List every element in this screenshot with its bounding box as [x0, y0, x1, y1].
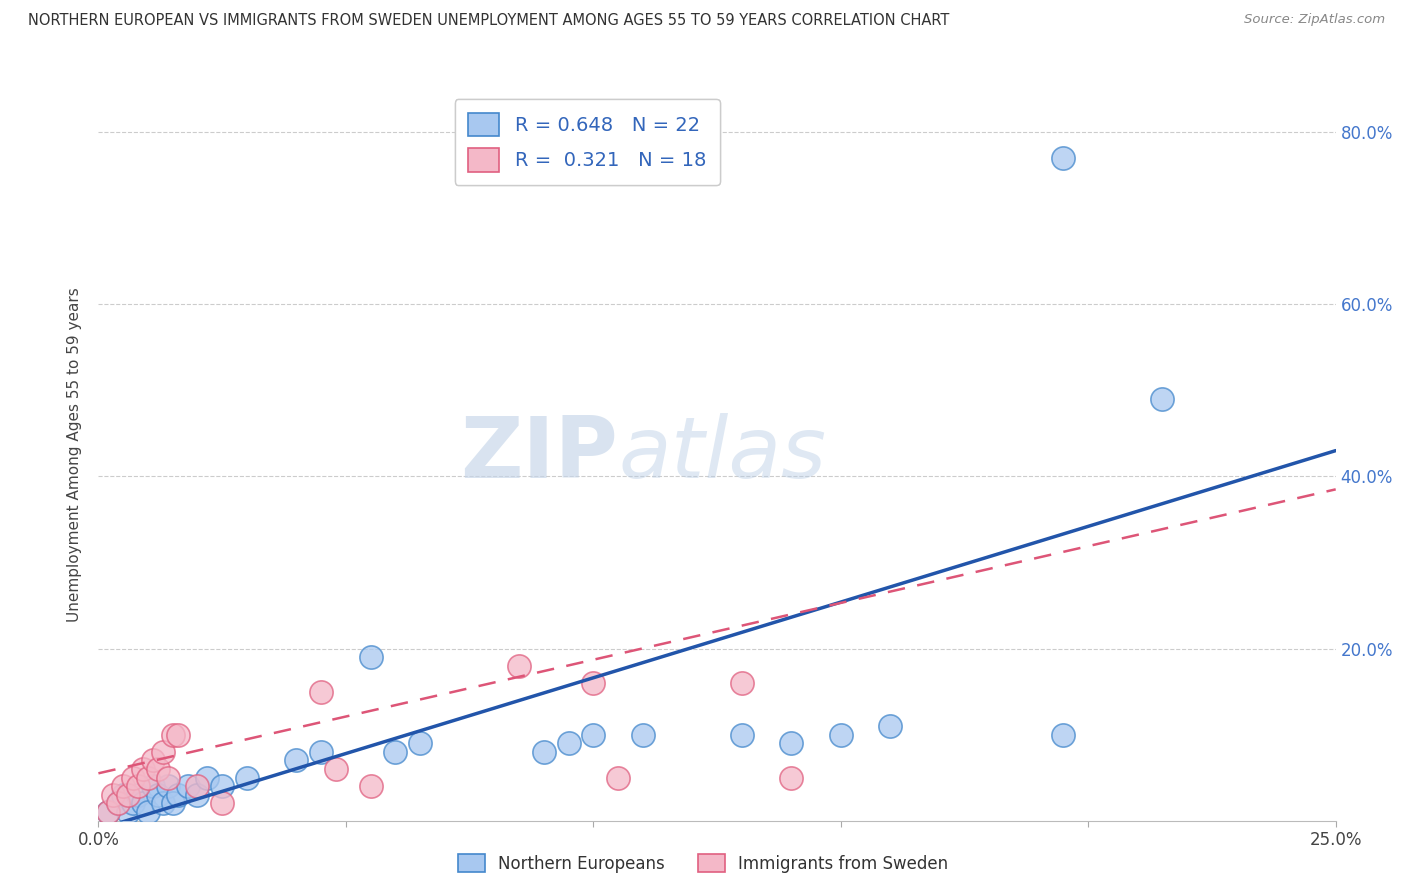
Text: Source: ZipAtlas.com: Source: ZipAtlas.com [1244, 13, 1385, 27]
Point [186, 779, 208, 793]
Point [285, 753, 308, 767]
Point [166, 788, 188, 802]
Point [112, 788, 135, 802]
Point [186, 788, 208, 802]
Point [136, 771, 159, 785]
Legend: R = 0.648   N = 22, R =  0.321   N = 18: R = 0.648 N = 22, R = 0.321 N = 18 [454, 99, 720, 186]
Point [830, 728, 852, 742]
Point [557, 736, 579, 750]
Point [533, 745, 555, 759]
Point [142, 753, 165, 767]
Point [195, 771, 218, 785]
Point [582, 676, 605, 690]
Point [236, 771, 259, 785]
Legend: Northern Europeans, Immigrants from Sweden: Northern Europeans, Immigrants from Swed… [451, 847, 955, 880]
Point [211, 797, 233, 811]
Point [136, 805, 159, 819]
Point [211, 779, 233, 793]
Point [117, 805, 139, 819]
Point [731, 728, 754, 742]
Point [1052, 151, 1074, 165]
Point [97, 805, 120, 819]
Point [156, 771, 179, 785]
Point [152, 797, 174, 811]
Point [360, 779, 382, 793]
Point [146, 762, 169, 776]
Point [162, 728, 184, 742]
Point [97, 805, 120, 819]
Point [384, 745, 406, 759]
Point [780, 736, 803, 750]
Point [1152, 392, 1174, 406]
Point [879, 719, 901, 733]
Point [1052, 728, 1074, 742]
Point [117, 788, 139, 802]
Point [127, 788, 149, 802]
Point [132, 762, 155, 776]
Point [146, 788, 169, 802]
Point [325, 762, 347, 776]
Point [156, 779, 179, 793]
Point [508, 658, 530, 673]
Point [103, 788, 125, 802]
Point [360, 650, 382, 665]
Point [731, 676, 754, 690]
Point [309, 745, 332, 759]
Point [122, 797, 145, 811]
Point [127, 779, 149, 793]
Y-axis label: Unemployment Among Ages 55 to 59 years: Unemployment Among Ages 55 to 59 years [67, 287, 83, 623]
Text: atlas: atlas [619, 413, 827, 497]
Point [107, 797, 129, 811]
Point [309, 684, 332, 698]
Point [166, 728, 188, 742]
Point [107, 797, 129, 811]
Point [631, 728, 654, 742]
Point [162, 797, 184, 811]
Point [409, 736, 432, 750]
Point [607, 771, 630, 785]
Point [122, 771, 145, 785]
Point [176, 779, 198, 793]
Point [112, 779, 135, 793]
Text: NORTHERN EUROPEAN VS IMMIGRANTS FROM SWEDEN UNEMPLOYMENT AMONG AGES 55 TO 59 YEA: NORTHERN EUROPEAN VS IMMIGRANTS FROM SWE… [28, 13, 949, 29]
Point [780, 771, 803, 785]
Point [582, 728, 605, 742]
Point [152, 745, 174, 759]
Text: ZIP: ZIP [460, 413, 619, 497]
Point [132, 797, 155, 811]
Point [142, 779, 165, 793]
